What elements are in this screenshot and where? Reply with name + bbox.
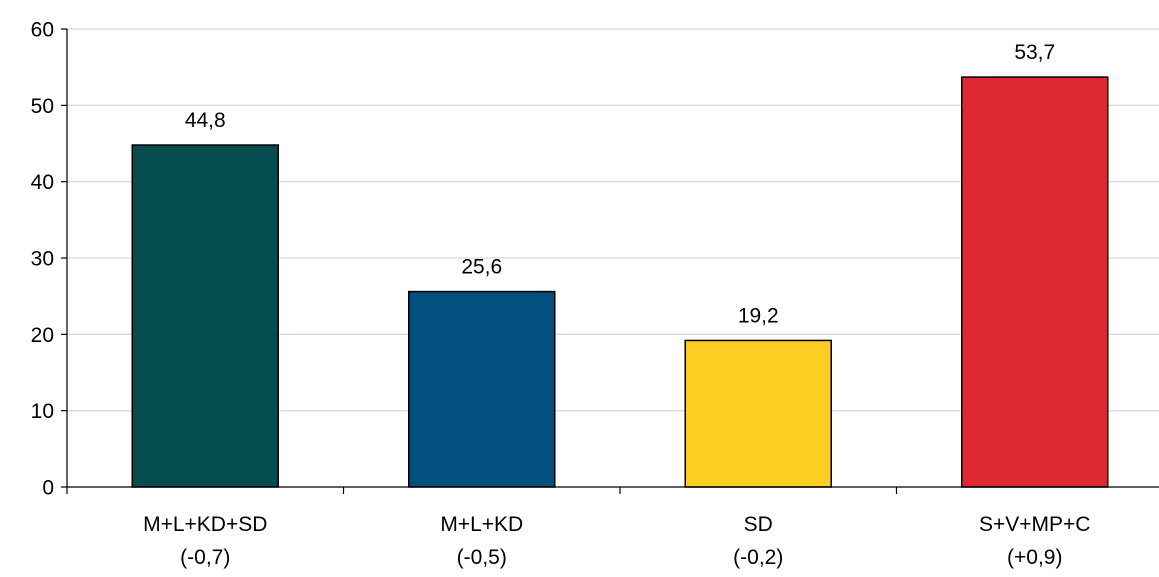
y-tick-label: 60 [31, 19, 54, 42]
bar-value-label: 44,8 [185, 109, 226, 132]
y-tick-label: 30 [31, 248, 54, 271]
axes [61, 28, 1159, 494]
bar [408, 290, 556, 488]
bar [961, 76, 1109, 488]
bar-value-label: 25,6 [461, 256, 502, 279]
labels: 0 10 20 30 40 50 60 44,8 M+L+KD+SD (-0,7) 25,6 M+L+… [31, 19, 1091, 570]
x-category-label: (+0,9) [1007, 546, 1062, 569]
x-category-label: (-0,5) [457, 546, 507, 569]
y-tick-label: 10 [31, 400, 54, 423]
x-category-label: M+L+KD+SD [143, 513, 267, 536]
bars [131, 76, 1109, 488]
y-tick-label: 20 [31, 324, 54, 347]
bar-value-label: 53,7 [1014, 41, 1055, 64]
x-category-label: S+V+MP+C [979, 513, 1090, 536]
bar-value-label: 19,2 [738, 304, 779, 327]
y-tick-label: 40 [31, 171, 54, 194]
x-category-label: (-0,2) [733, 546, 783, 569]
y-tick-label: 0 [42, 477, 54, 500]
y-tick-label: 50 [31, 95, 54, 118]
bar [684, 339, 832, 488]
bar [131, 144, 279, 488]
x-category-label: M+L+KD [440, 513, 523, 536]
x-category-label: SD [744, 513, 773, 536]
x-category-label: (-0,7) [180, 546, 230, 569]
